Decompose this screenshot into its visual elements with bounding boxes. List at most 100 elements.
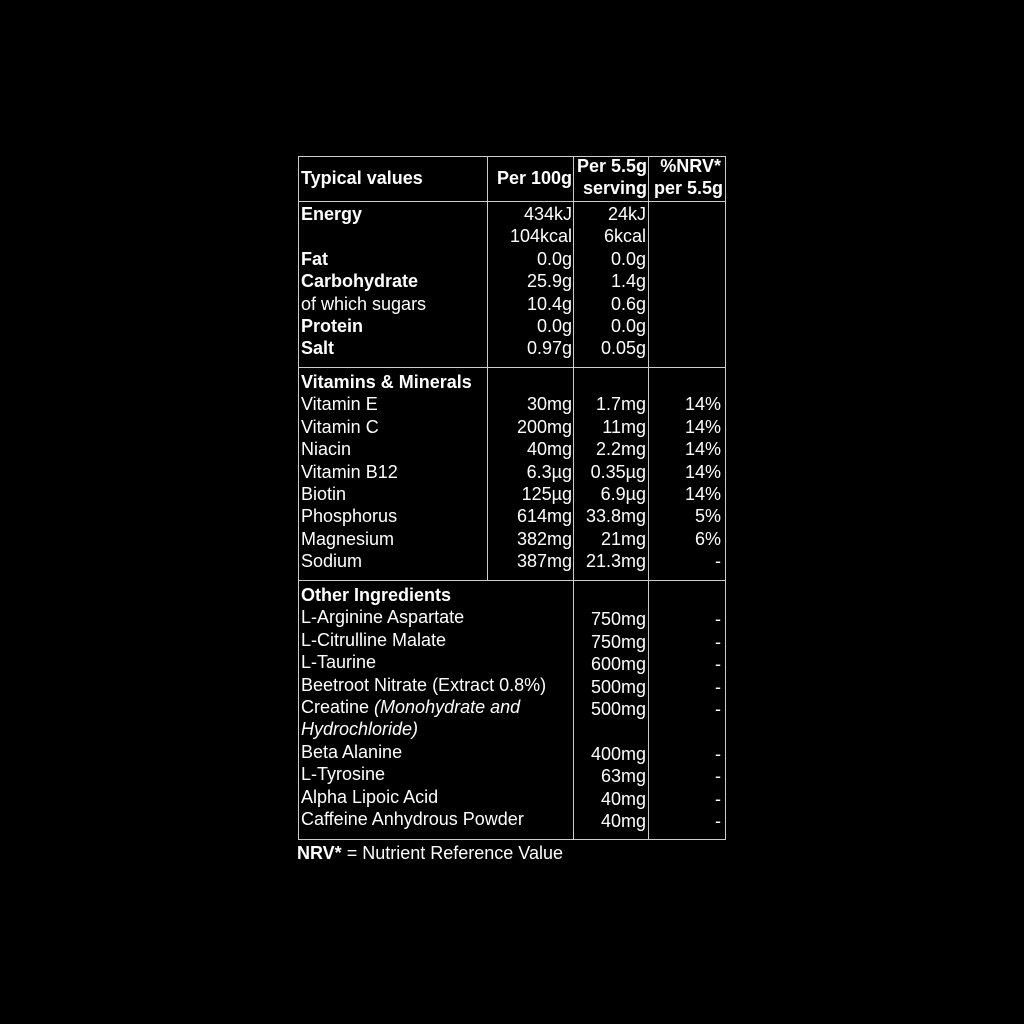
footnote-abbr: NRV*: [297, 843, 342, 863]
ingredient-label: Beetroot Nitrate (Extract 0.8%): [301, 674, 546, 696]
ingredient-name: L-Citrulline Malate: [301, 629, 447, 650]
ingredient-name: Beta Alanine: [301, 741, 403, 762]
nutrient-per-100g: 434kJ: [523, 204, 572, 224]
nutrient-label: of which sugars: [301, 293, 427, 314]
nutrient-per-100g: 0.0g: [536, 316, 572, 336]
ingredient-label: Caffeine Anhydrous Powder: [301, 808, 524, 830]
vitamin-per-100g: 30mg: [526, 394, 572, 415]
vitamin-per-100g: 200mg: [516, 416, 572, 437]
ingredient-name: L-Arginine Aspartate: [301, 607, 465, 628]
vitamin-per-100g: 6.3µg: [526, 461, 572, 482]
nutrient-per-serving: 0.0g: [610, 316, 646, 336]
vitamins-title: Vitamins & Minerals: [301, 372, 472, 392]
vitamin-label: Biotin: [301, 484, 347, 504]
vitamin-nrv: 14%: [684, 416, 721, 437]
ingredient-label: Alpha Lipoic Acid: [301, 786, 438, 808]
divider: [299, 580, 725, 581]
vitamin-per-serving: 0.35µg: [590, 461, 646, 482]
header-per-100g: Per 100g: [496, 168, 572, 188]
ingredient-label: Hydrochloride): [301, 718, 418, 740]
ingredient-per-serving: 40mg: [600, 788, 646, 809]
ingredient-nrv: -: [715, 699, 721, 719]
ingredient-per-serving: 400mg: [590, 743, 646, 764]
nutrient-label: Energy: [301, 204, 363, 224]
ingredient-label: L-Tyrosine: [301, 763, 385, 785]
footnote: NRV* = Nutrient Reference Value: [297, 842, 563, 864]
vitamin-nrv: 6%: [694, 528, 721, 549]
divider: [299, 201, 725, 202]
ingredient-label: Creatine (Monohydrate and: [301, 696, 520, 718]
ingredient-nrv: -: [715, 766, 721, 787]
nutrient-label: Fat: [301, 248, 328, 269]
header-typical-values: Typical values: [301, 168, 423, 188]
ingredient-per-serving: 63mg: [600, 766, 646, 787]
ingredient-per-serving: 500mg: [590, 699, 646, 719]
ingredient-per-serving: 40mg: [600, 811, 646, 831]
vitamin-per-serving: 21.3mg: [585, 551, 646, 572]
vitamin-per-serving: 33.8mg: [585, 506, 646, 527]
ingredient-per-serving: 750mg: [590, 631, 646, 652]
ingredient-nrv: -: [715, 631, 721, 652]
ingredient-per-serving: 500mg: [590, 676, 646, 697]
vitamin-label: Phosphorus: [301, 506, 398, 527]
ingredient-nrv: -: [715, 676, 721, 697]
vitamin-label: Niacin: [301, 439, 352, 460]
vitamin-per-serving: 6.9µg: [600, 484, 646, 504]
divider: [573, 157, 574, 839]
ingredient-note: Hydrochloride): [301, 719, 419, 740]
vitamin-per-serving: 11mg: [602, 416, 646, 437]
ingredient-name: Alpha Lipoic Acid: [301, 786, 439, 807]
ingredient-nrv: -: [715, 811, 721, 831]
nutrition-table: Typical values Per 100g Per 5.5g serving…: [298, 156, 726, 840]
vitamin-per-serving: 21mg: [600, 528, 646, 549]
nutrient-per-serving: 1.4g: [610, 271, 646, 292]
nutrient-per-100g: 104kcal: [509, 226, 572, 247]
vitamin-nrv: 14%: [684, 484, 721, 504]
nutrient-per-100g: 0.97g: [526, 338, 572, 359]
vitamin-nrv: 14%: [684, 394, 721, 415]
divider: [648, 157, 649, 839]
ingredient-per-serving: 750mg: [590, 609, 646, 630]
vitamin-per-100g: 614mg: [516, 506, 572, 527]
vitamin-label: Vitamin E: [301, 394, 378, 415]
nutrient-per-serving: 6kcal: [603, 226, 646, 247]
ingredient-label: L-Citrulline Malate: [301, 629, 446, 651]
header-nrv-1: %NRV*: [660, 156, 721, 176]
ingredient-name: L-Tyrosine: [301, 764, 386, 785]
ingredient-nrv: -: [715, 609, 721, 630]
header-nrv-2: per 5.5g: [653, 178, 723, 198]
ingredient-name: Creatine: [301, 697, 370, 717]
vitamin-per-100g: 40mg: [526, 439, 572, 460]
nutrient-per-100g: 10.4g: [526, 293, 572, 314]
header-per-serving-1: Per 5.5g: [576, 156, 647, 176]
ingredient-nrv: -: [715, 654, 721, 675]
footnote-text: = Nutrient Reference Value: [341, 843, 563, 863]
vitamin-nrv: 5%: [694, 506, 721, 527]
vitamin-nrv: 14%: [684, 461, 721, 482]
divider: [299, 367, 725, 368]
ingredient-label: Beta Alanine: [301, 741, 402, 763]
ingredient-label: L-Arginine Aspartate: [301, 606, 464, 628]
nutrient-per-serving: 0.05g: [600, 338, 646, 359]
vitamin-label: Vitamin C: [301, 416, 379, 437]
vitamin-nrv: -: [715, 551, 721, 572]
other-title: Other Ingredients: [301, 585, 452, 605]
ingredient-note: (Monohydrate and: [374, 697, 521, 717]
ingredient-per-serving: 600mg: [590, 654, 646, 675]
nutrient-per-serving: 24kJ: [607, 204, 646, 224]
vitamin-label: Sodium: [301, 551, 363, 572]
ingredient-nrv: -: [715, 743, 721, 764]
header-per-serving-2: serving: [582, 178, 647, 198]
nutrient-label: Salt: [301, 338, 335, 359]
ingredient-nrv: -: [715, 788, 721, 809]
nutrient-label: Carbohydrate: [301, 271, 419, 292]
nutrient-label: Protein: [301, 316, 364, 336]
nutrient-per-serving: 0.6g: [610, 293, 646, 314]
nutrient-per-serving: 0.0g: [610, 248, 646, 269]
nutrient-per-100g: 0.0g: [536, 248, 572, 269]
vitamin-per-100g: 382mg: [516, 528, 572, 549]
vitamin-per-serving: 1.7mg: [595, 394, 646, 415]
nutrient-per-100g: 25.9g: [526, 271, 572, 292]
ingredient-name: L-Taurine: [301, 652, 377, 673]
vitamin-per-100g: 125µg: [521, 484, 572, 505]
